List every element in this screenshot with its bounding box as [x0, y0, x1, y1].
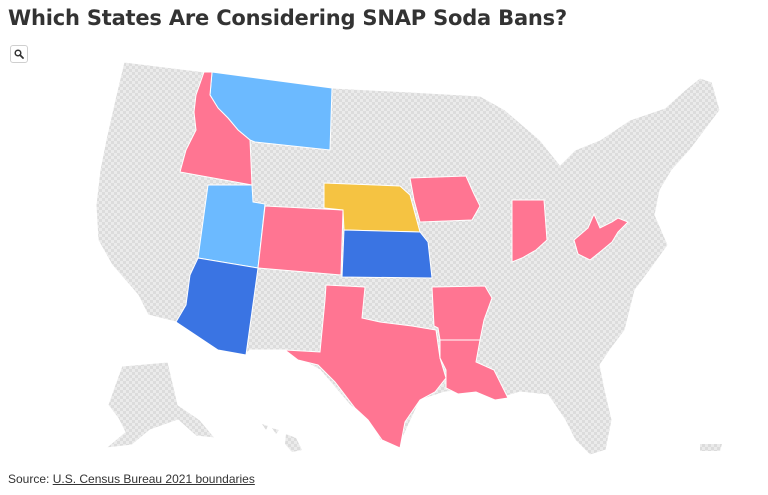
map-title: Which States Are Considering SNAP Soda B…	[8, 6, 567, 30]
zoom-button[interactable]	[10, 45, 28, 63]
hawaii-base-islands	[262, 424, 279, 434]
source-link[interactable]: U.S. Census Bureau 2021 boundaries	[52, 472, 255, 486]
state-colorado[interactable]	[257, 205, 344, 276]
state-arizona[interactable]	[175, 257, 259, 356]
us-map	[95, 61, 722, 456]
source-note: Source: U.S. Census Bureau 2021 boundari…	[8, 472, 255, 486]
source-prefix: Source:	[8, 472, 53, 486]
state-louisiana[interactable]	[439, 339, 509, 401]
alaska-base	[104, 361, 217, 449]
caribbean-base	[700, 444, 722, 451]
hawaii-base	[285, 434, 302, 452]
state-kansas[interactable]	[341, 229, 433, 279]
state-idaho[interactable]	[179, 71, 253, 186]
state-iowa[interactable]	[409, 175, 481, 223]
state-west-virginia[interactable]	[573, 212, 629, 261]
state-indiana[interactable]	[511, 199, 548, 263]
search-icon	[14, 49, 24, 59]
state-texas[interactable]	[283, 284, 447, 449]
